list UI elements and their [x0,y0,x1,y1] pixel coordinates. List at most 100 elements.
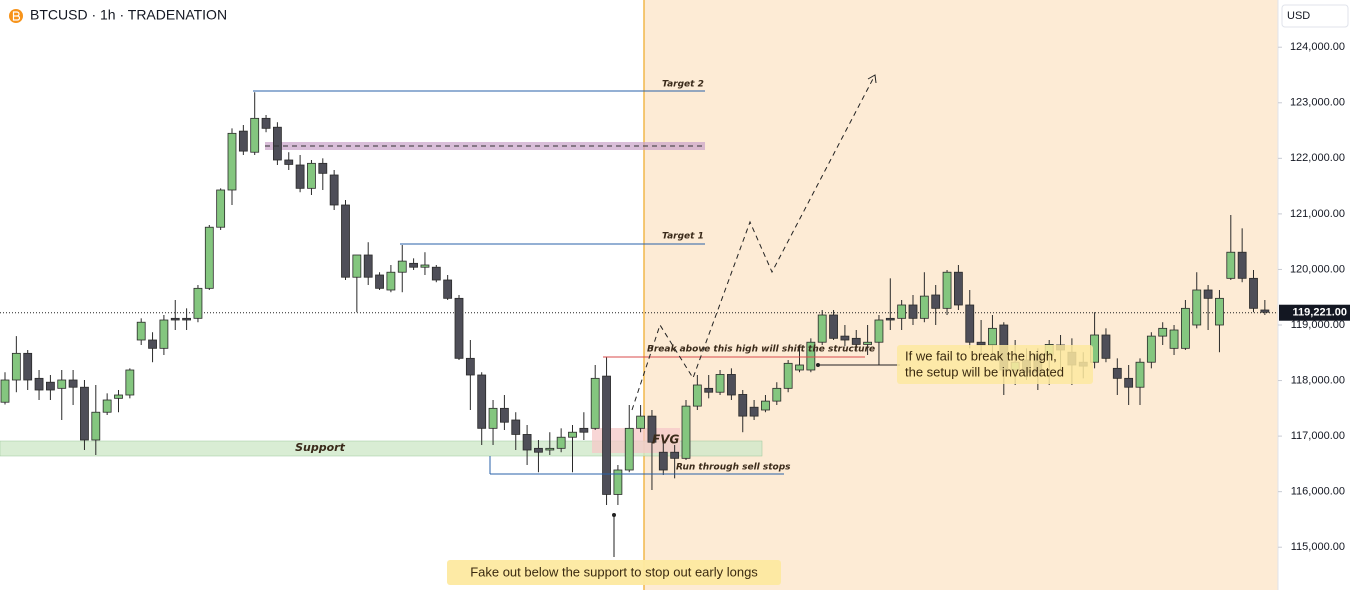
fake-out-box [447,560,781,585]
candle-body [897,304,907,319]
candle-body [704,387,714,393]
candle-body [46,381,55,391]
invalidation-line-2: the setup will be invalidated [905,364,1064,379]
candle-body [307,162,316,189]
candle-body [1181,307,1190,349]
candle-body [216,189,226,228]
last-price-tag [1279,304,1350,321]
y-tick-label: 116,000.00 [1291,486,1345,498]
candle-body [692,384,702,407]
candle-body [80,386,89,441]
candle-body [431,266,441,281]
candle-body [363,254,373,278]
currency-label[interactable]: USD [1287,10,1310,22]
candle-body [114,394,123,399]
candle-body [545,447,555,451]
candle-body [795,364,804,371]
candle-body [499,407,509,423]
candle-body [624,427,634,471]
candle-body [579,427,589,433]
candle-body [193,287,203,319]
candle-body [420,264,430,268]
candle-body [863,341,872,345]
candle-body [227,132,237,191]
candle-body [1249,277,1258,309]
sell-stops-label: Run through sell stops [676,463,791,473]
candle-body [1226,251,1236,279]
candle-body [772,387,782,402]
candle-body [761,400,770,411]
target-1-label: Target 1 [662,232,704,242]
candle-body [477,374,487,429]
candle-body [465,357,475,376]
fvg-label: FVG [652,433,679,447]
candle-body [1260,309,1270,313]
candle-body [511,419,521,435]
candle-body [806,341,816,371]
candle-body [397,260,407,273]
candle-body [954,271,963,306]
candle-body [840,335,850,341]
candle-body [1124,377,1134,388]
candle-body [590,377,600,429]
y-tick-label: 121,000.00 [1290,208,1345,220]
candle-body [738,394,748,417]
candle-body [817,314,827,343]
candle-body [931,294,941,309]
candle-body [1203,289,1213,299]
candle-body [647,415,657,443]
candle-body [341,204,350,278]
candle-body [443,279,453,299]
candle-body [658,451,668,471]
candle-body [636,415,645,429]
candle-body [1192,289,1202,326]
candle-body [204,226,214,289]
candle-body [534,447,543,453]
candle-body [454,297,464,359]
candle-body [329,174,339,206]
candle-body [988,327,997,346]
candle-body [295,164,305,189]
projection-path [631,74,876,411]
support-zone [0,440,763,457]
candle-body [522,434,532,451]
y-tick-label: 118,000.00 [1291,374,1345,386]
candle-body [715,374,725,393]
y-tick-label: 124,000.00 [1290,41,1345,53]
candle-body [352,254,362,278]
price-axis [1278,0,1353,590]
invalidation-line-1: If we fail to break the high, [905,348,1057,363]
candle-body [885,317,895,321]
candle-body [829,314,838,339]
break-high-label: Break above this high will shift the str… [647,345,875,355]
last-price-label: 119,221.00 [1293,307,1347,319]
candle-body [23,352,33,381]
currency-button[interactable] [1281,4,1349,28]
candle-body [1146,335,1156,363]
candle-body [68,379,78,388]
candle-body [942,271,952,309]
candle-body [250,117,260,153]
candle-body [0,379,10,403]
candle-body [318,162,328,174]
y-tick-label: 123,000.00 [1290,97,1345,109]
candle-body [1215,297,1224,326]
candle-body [681,405,691,459]
y-tick-label: 115,000.00 [1291,541,1345,553]
candle-body [749,406,759,417]
candle-body [908,304,918,319]
candle-body [1135,361,1145,388]
candle-body [386,271,396,291]
candle-body [148,339,157,349]
candle-body [1101,334,1111,359]
candle-body [1112,367,1122,379]
candle-body [409,262,419,268]
candle-body [670,451,680,459]
candle-body [284,159,294,165]
chart-title[interactable]: BTCUSD · 1h · TRADENATION [30,7,227,23]
candle-body [976,341,986,346]
candle-body [727,374,736,396]
candle-body [488,407,498,429]
support-label: Support [295,441,345,454]
